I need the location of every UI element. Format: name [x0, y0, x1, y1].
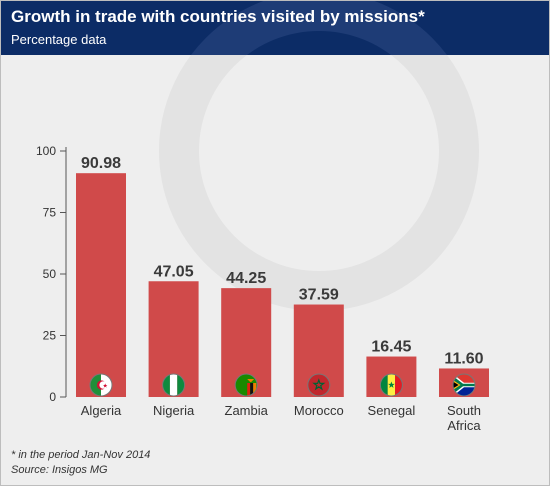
flag-border	[162, 373, 186, 397]
data-label: 44.25	[226, 270, 266, 287]
flag-border	[452, 373, 476, 397]
x-tick-label: Morocco	[294, 403, 344, 418]
data-label: 47.05	[154, 263, 194, 280]
zambia-flag-icon	[235, 374, 258, 396]
flag-border	[379, 373, 403, 397]
footnote-source: Source: Insigos MG	[11, 464, 108, 476]
data-label: 90.98	[81, 155, 121, 172]
data-label: 16.45	[371, 339, 411, 356]
bar-chart: 0 25 50 75 100 90.98 Algeria 47.05 Nigeria 44.25…	[36, 55, 489, 433]
header-band: Growth in trade with countries visited b…	[1, 1, 549, 55]
x-tick-label: South Africa	[447, 403, 481, 433]
flag-border	[307, 373, 331, 397]
bar-algeria	[76, 173, 126, 397]
x-tick-label: Zambia	[225, 403, 269, 418]
chart-title: Growth in trade with countries visited b…	[11, 7, 425, 26]
chart-subtitle: Percentage data	[11, 32, 107, 47]
watermark-logo-body	[159, 55, 479, 311]
y-tick-label: 25	[43, 329, 57, 343]
algeria-flag-icon	[90, 374, 112, 396]
x-tick-label: Senegal	[368, 403, 416, 418]
y-tick-label: 75	[43, 206, 57, 220]
flag-border	[89, 373, 113, 397]
senegal-flag-icon	[380, 374, 403, 396]
data-label: 37.59	[299, 287, 339, 304]
x-tick-label: Algeria	[81, 403, 122, 418]
flag-border	[234, 373, 258, 397]
footnote-period: * in the period Jan-Nov 2014	[11, 449, 151, 461]
watermark-logo	[191, 1, 447, 55]
south-africa-flag-icon	[453, 374, 475, 396]
y-tick-label: 0	[49, 390, 56, 404]
x-tick-label: Nigeria	[153, 403, 195, 418]
morocco-flag-icon	[307, 374, 330, 396]
nigeria-flag-icon	[162, 374, 185, 396]
y-tick-label: 100	[36, 144, 56, 158]
y-tick-label: 50	[43, 267, 57, 281]
data-label: 11.60	[444, 350, 483, 367]
